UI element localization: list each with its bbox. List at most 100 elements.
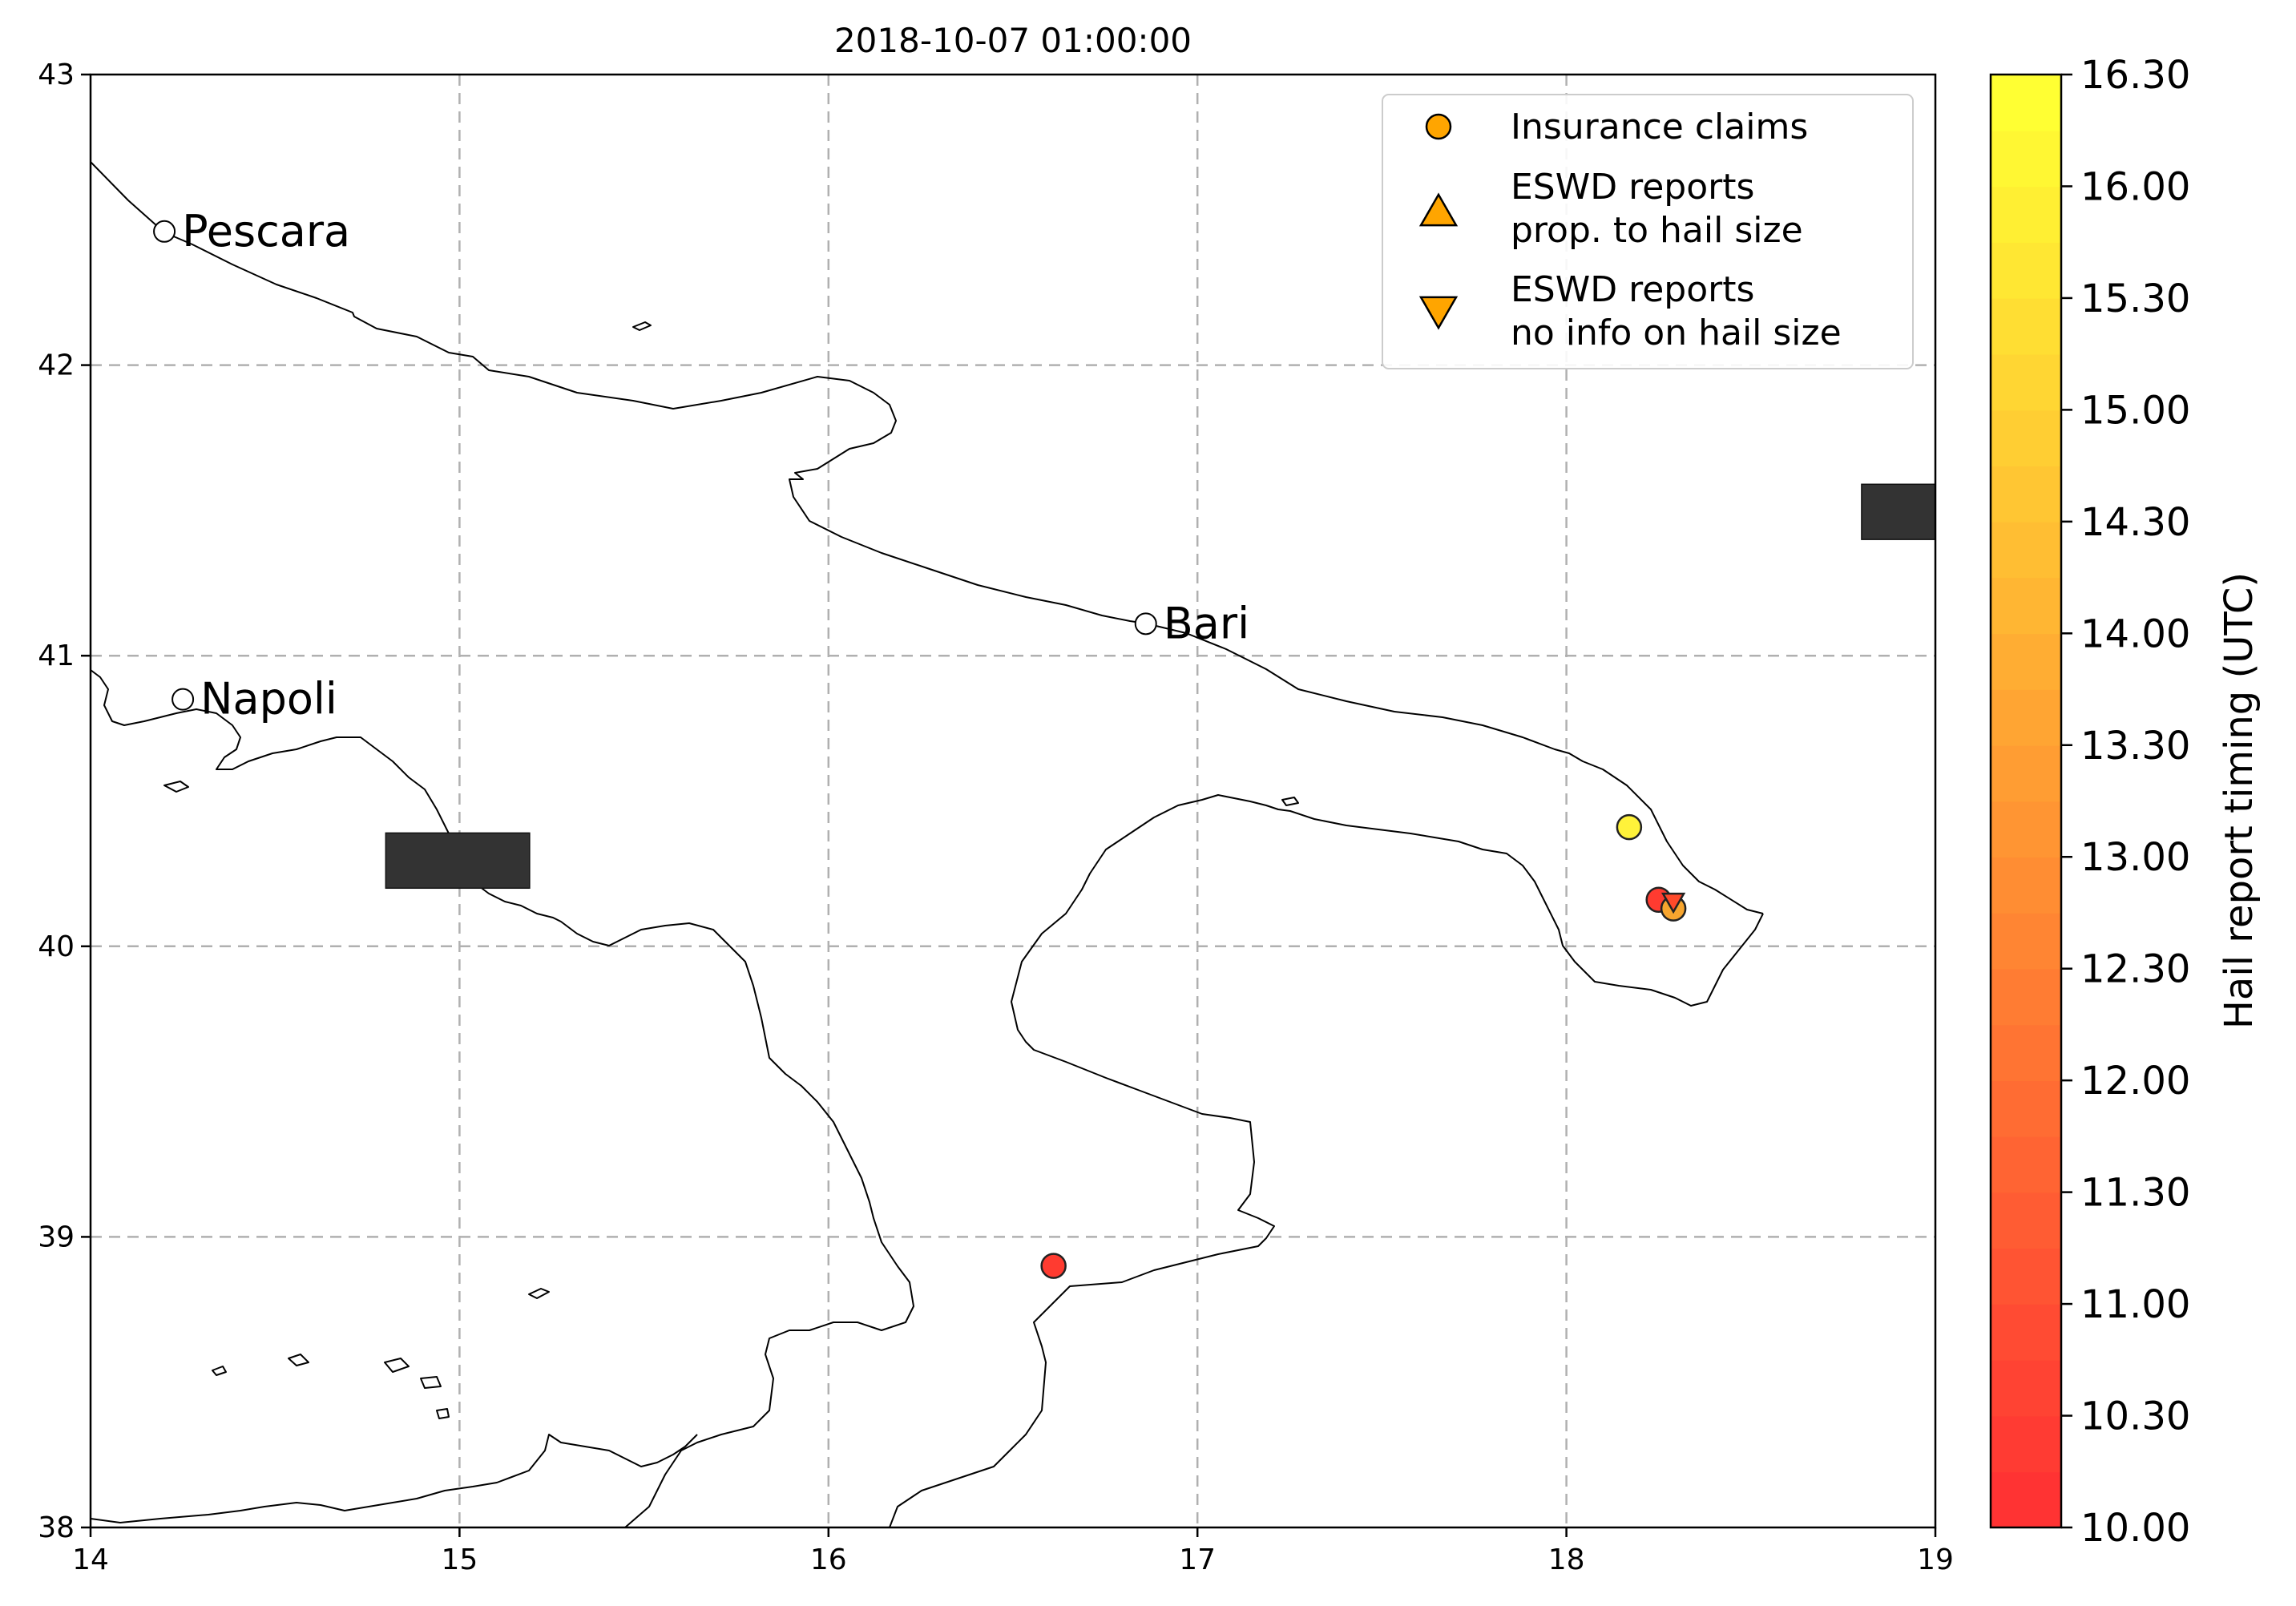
dark-boxes (385, 483, 1936, 890)
colorbar-segment (1991, 75, 2061, 131)
island-small-5 (420, 1376, 442, 1389)
colorbar-segment (1991, 186, 2061, 243)
colorbar-tick-label: 16.30 (2080, 53, 2190, 98)
city-label: Pescara (182, 206, 350, 256)
colorbar-segment (1991, 410, 2061, 466)
x-tick-label: 19 (1917, 1543, 1954, 1576)
island-small-4 (288, 1354, 309, 1366)
colorbar-tick-label: 11.30 (2080, 1171, 2190, 1216)
legend-marker-circle (1425, 113, 1452, 140)
legend-marker-triangle-down (1418, 296, 1459, 330)
colorbar-segment (1991, 353, 2061, 411)
coastlines (90, 161, 1764, 1528)
colorbar-segment (1991, 242, 2061, 299)
island-small-3 (212, 1366, 227, 1376)
colorbar-segment (1991, 633, 2061, 690)
colorbar-segment (1991, 1471, 2061, 1528)
y-tick-label: 39 (38, 1221, 75, 1253)
report-triangle (1660, 892, 1686, 914)
colorbar-label: Hail report timing (UTC) (2217, 572, 2262, 1029)
colorbar-segment (1991, 521, 2061, 579)
colorbar-segment (1991, 1304, 2061, 1361)
city-marker (153, 220, 176, 243)
colorbar-segment (1991, 297, 2061, 355)
map-title: 2018-10-07 01:00:00 (834, 21, 1192, 60)
report-circle (1616, 813, 1643, 841)
island-gargano (632, 321, 652, 331)
legend-label: Insurance claims (1511, 107, 1808, 147)
colorbar-segment (1991, 466, 2061, 523)
colorbar-segment (1991, 130, 2061, 188)
colorbar-segments (1991, 75, 2061, 1528)
coastline-salento (889, 794, 1764, 1528)
colorbar-tick-label: 14.30 (2080, 500, 2190, 545)
dark-box (1861, 483, 1936, 540)
coastline-southwest (90, 1434, 698, 1523)
colorbar-segment (1991, 744, 2061, 802)
colorbar-tick-label: 13.00 (2080, 835, 2190, 880)
island-small-1 (528, 1288, 550, 1299)
x-tick-label: 18 (1548, 1543, 1585, 1576)
colorbar-tick-label: 10.30 (2080, 1394, 2190, 1439)
island-small-6 (436, 1408, 450, 1419)
city-marker (1134, 612, 1157, 636)
legend-label: prop. to hail size (1511, 210, 1803, 251)
colorbar-tick-label: 13.30 (2080, 724, 2190, 769)
axis-ticks: 14 15 16 17 18 19 38 39 40 41 42 43 (38, 59, 1954, 1576)
island-small-7 (1281, 797, 1299, 806)
legend-marker-triangle-up (1418, 192, 1459, 227)
colorbar-tick-label: 14.00 (2080, 611, 2190, 656)
x-tick-label: 15 (441, 1543, 478, 1576)
colorbar-segment (1991, 1192, 2061, 1249)
colorbar-segment (1991, 857, 2061, 914)
y-tick-label: 42 (38, 349, 75, 382)
y-tick-label: 41 (38, 640, 75, 672)
legend-entries: Insurance claims ESWD reports prop. to ha… (1418, 107, 1842, 353)
colorbar-segment (1991, 689, 2061, 746)
city-label: Bari (1164, 598, 1249, 648)
legend-box (1382, 94, 1914, 369)
colorbar-segment (1991, 1359, 2061, 1417)
colorbar-segment (1991, 801, 2061, 858)
colorbar: 10.00 10.30 11.00 11.30 12.00 12.30 13.00 13.30… (1989, 53, 2262, 1551)
colorbar-segment (1991, 1136, 2061, 1193)
y-tick-label: 38 (38, 1511, 75, 1544)
coastline-tyrrhenian (90, 669, 914, 1528)
legend-label: no info on hail size (1511, 313, 1842, 353)
colorbar-tick-label: 16.00 (2080, 164, 2190, 209)
colorbar-ticks: 10.00 10.30 11.00 11.30 12.00 12.30 13.00 13.30… (2061, 53, 2190, 1551)
x-tick-label: 17 (1179, 1543, 1216, 1576)
legend-label: ESWD reports (1511, 269, 1754, 310)
colorbar-frame (1989, 73, 2063, 1529)
colorbar-tick-label: 12.00 (2080, 1059, 2190, 1104)
island-small-2 (384, 1358, 410, 1373)
plot-frame (89, 73, 1937, 1529)
y-tick-label: 43 (38, 59, 75, 91)
hail-reports (1040, 813, 1687, 1279)
colorbar-tick-label: 11.00 (2080, 1282, 2190, 1327)
colorbar-segment (1991, 912, 2061, 970)
x-tick-label: 16 (810, 1543, 847, 1576)
colorbar-tick-label: 12.30 (2080, 947, 2190, 992)
colorbar-segment (1991, 1080, 2061, 1137)
colorbar-segment (1991, 1248, 2061, 1305)
city-marker (171, 688, 195, 711)
city-label: Napoli (200, 674, 337, 724)
coastline-adriatic (90, 161, 1764, 914)
colorbar-tick-label: 15.30 (2080, 276, 2190, 321)
colorbar-segment (1991, 1415, 2061, 1473)
island-capri (163, 781, 189, 793)
colorbar-segment (1991, 1024, 2061, 1081)
report-circle (1040, 1253, 1067, 1279)
dark-box (385, 832, 531, 890)
colorbar-tick-label: 15.00 (2080, 388, 2190, 433)
colorbar-segment (1991, 577, 2061, 635)
legend: Insurance claims ESWD reports prop. to ha… (1382, 94, 1914, 369)
x-tick-label: 14 (72, 1543, 109, 1576)
y-tick-label: 40 (38, 930, 75, 963)
legend-label: ESWD reports (1511, 167, 1754, 208)
colorbar-tick-label: 10.00 (2080, 1506, 2190, 1551)
colorbar-segment (1991, 968, 2061, 1026)
cities: Pescara Napoli Bari (153, 206, 1249, 724)
